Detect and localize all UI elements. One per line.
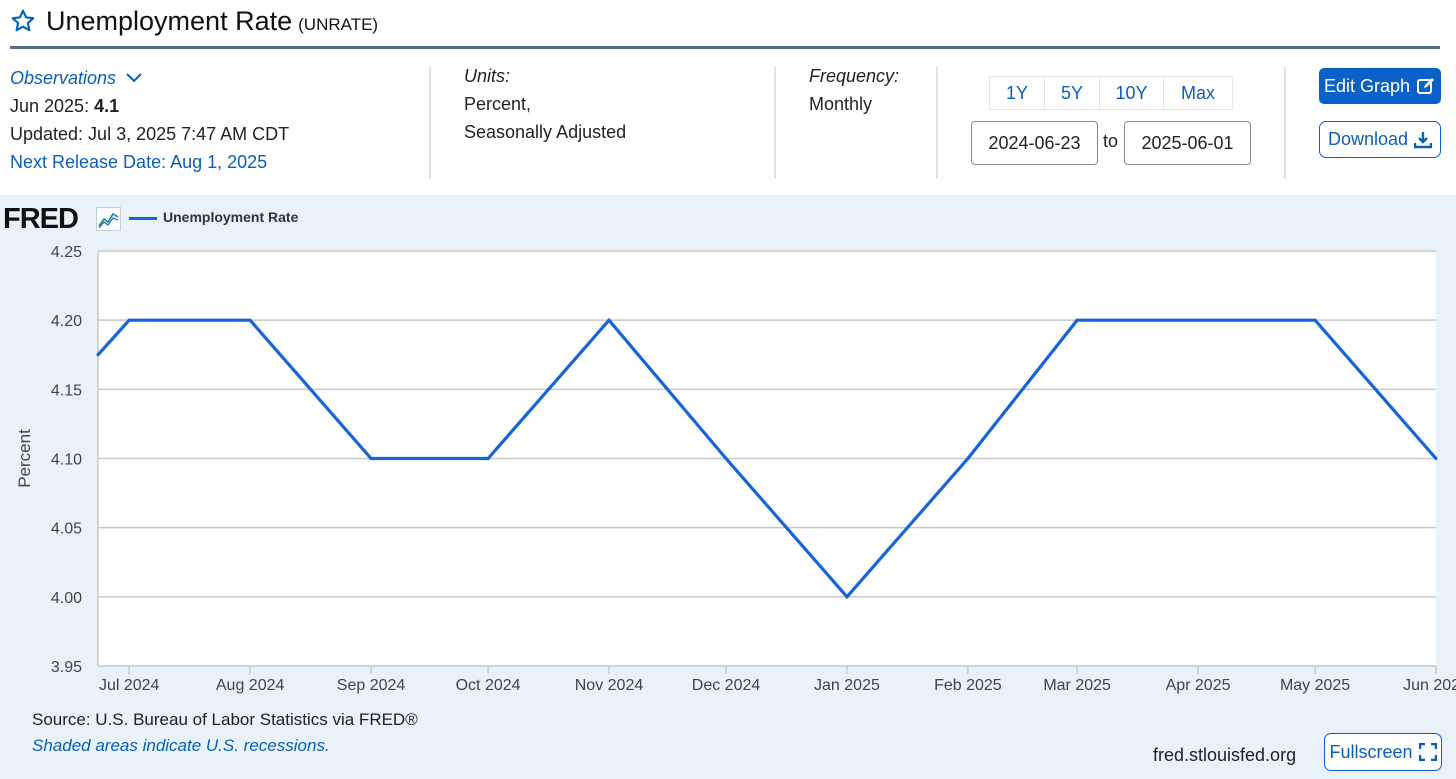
edit-icon — [1417, 78, 1435, 94]
start-date-input[interactable]: 2024-06-23 — [971, 121, 1098, 165]
fullscreen-label: Fullscreen — [1329, 741, 1413, 762]
units-line1: Percent, — [464, 94, 532, 114]
data-point — [607, 318, 611, 322]
y-axis-label: Percent — [15, 429, 34, 488]
recession-note: Shaded areas indicate U.S. recessions. — [32, 736, 330, 755]
range-button-5y[interactable]: 5Y — [1044, 76, 1100, 110]
units-line2: Seasonally Adjusted — [464, 122, 627, 142]
x-tick-label: Mar 2025 — [1043, 677, 1111, 694]
x-tick-label: Oct 2024 — [456, 677, 521, 694]
x-tick-label: Nov 2024 — [575, 677, 644, 694]
data-point — [724, 457, 728, 460]
date-range-to-label: to — [1103, 131, 1119, 151]
source-note: Source: U.S. Bureau of Labor Statistics … — [32, 710, 418, 729]
updated-text: Updated: Jul 3, 2025 7:47 AM CDT — [10, 124, 290, 144]
y-tick-label: 4.10 — [51, 452, 82, 469]
data-point — [1434, 457, 1438, 460]
site-url[interactable]: fred.stlouisfed.org — [1153, 745, 1297, 765]
download-button[interactable]: Download — [1319, 121, 1441, 158]
range-button-max[interactable]: Max — [1163, 76, 1233, 110]
x-tick-label: Feb 2025 — [934, 677, 1002, 694]
frequency-block: Frequency: Monthly — [809, 62, 899, 118]
data-point — [486, 457, 490, 460]
observations-toggle[interactable]: Observations — [10, 64, 289, 92]
y-tick-label: 4.15 — [51, 382, 82, 399]
observations-block: Observations Jun 2025: 4.1 Updated: Jul … — [10, 64, 289, 176]
next-release-link[interactable]: Next Release Date: Aug 1, 2025 — [10, 152, 268, 172]
y-tick-label: 4.25 — [51, 244, 82, 261]
divider — [429, 67, 431, 179]
page-title: Unemployment Rate — [46, 6, 293, 36]
fullscreen-icon — [1418, 743, 1437, 761]
edit-graph-label: Edit Graph — [1323, 75, 1411, 96]
divider — [936, 67, 938, 179]
observations-label[interactable]: Observations — [10, 68, 117, 88]
chart-panel: 3.95 4.00 4.05 4.10 4.15 4.20 4.25 Jul 2024 Aug … — [0, 195, 1456, 779]
star-icon[interactable] — [10, 8, 36, 34]
x-tick-label: Aug 2024 — [216, 677, 285, 694]
data-point — [248, 318, 252, 322]
header-divider — [10, 46, 1440, 49]
range-button-10y[interactable]: 10Y — [1099, 76, 1164, 110]
fred-logo[interactable]: FRED — [3, 203, 79, 235]
data-point — [1196, 318, 1200, 322]
x-tick-label: Dec 2024 — [692, 677, 761, 694]
chevron-down-icon[interactable] — [125, 72, 143, 84]
y-tick-label: 4.20 — [51, 313, 82, 330]
data-point — [96, 353, 100, 357]
units-label: Units: — [464, 66, 511, 86]
divider — [774, 67, 776, 179]
latest-observation-value: 4.1 — [94, 96, 120, 116]
x-tick-label: Jan 2025 — [814, 677, 880, 694]
data-point — [127, 318, 131, 322]
frequency-value: Monthly — [809, 94, 873, 114]
end-date-input[interactable]: 2025-06-01 — [1124, 121, 1251, 165]
edit-graph-button[interactable]: Edit Graph — [1319, 68, 1441, 104]
units-block: Units: Percent, Seasonally Adjusted — [464, 62, 626, 146]
x-tick-label: Jul 2024 — [99, 677, 160, 694]
legend-swatch — [129, 217, 157, 220]
data-point — [966, 457, 970, 460]
download-label: Download — [1327, 129, 1409, 149]
data-point — [369, 457, 373, 460]
legend-label: Unemployment Rate — [163, 209, 299, 225]
data-point — [845, 595, 849, 599]
frequency-label: Frequency: — [809, 66, 900, 86]
series-id: (UNRATE) — [298, 15, 379, 34]
y-tick-label: 4.00 — [51, 590, 82, 607]
x-tick-label: May 2025 — [1280, 677, 1350, 694]
data-point — [1313, 318, 1317, 322]
y-tick-label: 3.95 — [51, 659, 82, 676]
y-tick-label: 4.05 — [51, 521, 82, 538]
latest-observation-date: Jun 2025: — [10, 96, 90, 116]
x-tick-label: Sep 2024 — [337, 677, 406, 694]
divider — [1284, 67, 1286, 179]
latest-observation: Jun 2025: 4.1 — [10, 92, 289, 120]
data-point — [1075, 318, 1079, 322]
fullscreen-button[interactable]: Fullscreen — [1324, 733, 1442, 771]
x-tick-label: Apr 2025 — [1166, 677, 1231, 694]
graph-icon — [96, 207, 121, 231]
download-icon — [1414, 131, 1433, 148]
chart: 3.95 4.00 4.05 4.10 4.15 4.20 4.25 Jul 2024 Aug … — [15, 244, 1456, 694]
x-tick-label: Jun 2025 — [1403, 677, 1456, 694]
page-title-row: Unemployment Rate (UNRATE) — [10, 4, 378, 38]
range-button-1y[interactable]: 1Y — [989, 76, 1045, 110]
